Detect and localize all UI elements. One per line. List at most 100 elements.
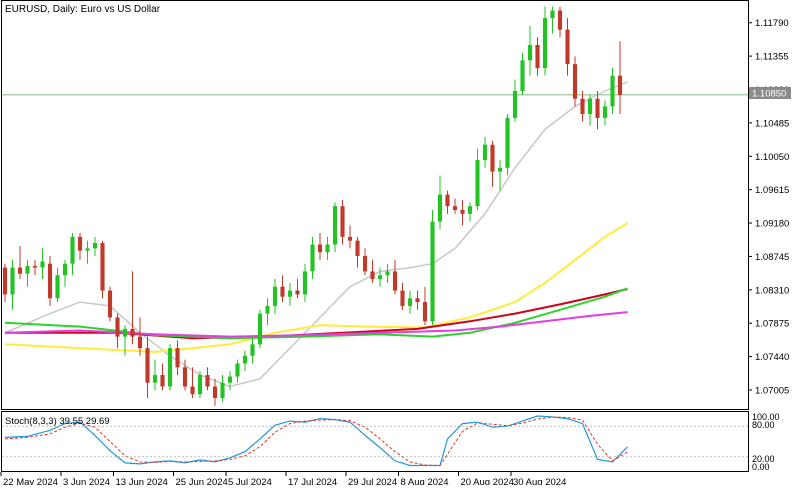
candle-body[interactable] [287, 290, 293, 297]
candle-body[interactable] [347, 236, 353, 241]
price-scale-label: 1.11355 [755, 52, 789, 63]
candle-body[interactable] [482, 144, 488, 161]
candle-body[interactable] [220, 382, 225, 399]
candle-body[interactable] [100, 242, 105, 291]
candle-body[interactable] [392, 271, 398, 291]
candle-body[interactable] [505, 117, 510, 168]
candle-body[interactable] [565, 29, 570, 65]
candle-body[interactable] [205, 374, 210, 387]
candle-body[interactable] [272, 286, 278, 306]
time-axis-label: 17 Jul 2024 [288, 477, 337, 485]
candle-body[interactable] [265, 305, 270, 314]
candle-body[interactable] [152, 374, 158, 383]
candle-body[interactable] [115, 317, 120, 337]
candle-body[interactable] [190, 386, 195, 395]
candle-body[interactable] [415, 298, 420, 303]
candle-body[interactable] [295, 290, 300, 295]
candle-body[interactable] [70, 236, 75, 264]
candle-body[interactable] [280, 286, 285, 297]
candle-body[interactable] [422, 302, 428, 322]
candle-body[interactable] [130, 328, 135, 337]
candle-body[interactable] [2, 267, 8, 295]
candle-body[interactable] [512, 91, 518, 118]
candle-body[interactable] [340, 206, 345, 237]
candle-body[interactable] [385, 271, 390, 276]
current-price-badge: 1.10850 [749, 87, 791, 100]
moving-average-line [4, 311, 628, 338]
candle-body[interactable] [452, 206, 458, 210]
candle-body[interactable] [460, 209, 465, 214]
candle-body[interactable] [242, 355, 248, 364]
candle-body[interactable] [257, 313, 263, 345]
candle-body[interactable] [557, 10, 563, 30]
candle-body[interactable] [175, 348, 180, 368]
candle-body[interactable] [212, 386, 218, 399]
candle-body[interactable] [377, 275, 383, 280]
candle-body[interactable] [437, 194, 443, 222]
stochastic-levels [2, 425, 748, 458]
stoch-pane-frame [1, 411, 749, 472]
candle-body[interactable] [430, 221, 435, 322]
candle-body[interactable] [370, 271, 375, 280]
candle-body[interactable] [602, 106, 608, 118]
candle-body[interactable] [475, 160, 480, 207]
candle-body[interactable] [62, 263, 68, 276]
candles[interactable] [2, 6, 623, 406]
candle-body[interactable] [407, 298, 413, 306]
candle-body[interactable] [167, 348, 173, 387]
candle-body[interactable] [122, 328, 128, 337]
candle-body[interactable] [32, 266, 38, 268]
stoch-signal-line [4, 416, 628, 467]
candle-body[interactable] [317, 244, 323, 253]
candle-body[interactable] [542, 18, 548, 69]
candle-body[interactable] [85, 248, 90, 251]
candle-body[interactable] [445, 194, 450, 207]
candle-body[interactable] [332, 206, 338, 245]
candle-body[interactable] [25, 266, 30, 274]
candle-body[interactable] [535, 44, 540, 69]
candle-body[interactable] [310, 244, 315, 272]
candle-body[interactable] [77, 236, 83, 251]
candle-body[interactable] [302, 271, 308, 295]
candle-body[interactable] [550, 10, 555, 19]
candle-body[interactable] [250, 344, 255, 356]
candle-body[interactable] [355, 240, 360, 257]
candle-body[interactable] [490, 144, 495, 172]
candle-body[interactable] [580, 98, 585, 115]
candle-body[interactable] [107, 290, 113, 318]
candle-body[interactable] [362, 256, 368, 272]
candle-body[interactable] [227, 376, 233, 383]
candle-body[interactable] [617, 75, 623, 95]
candle-body[interactable] [610, 75, 615, 107]
candle-body[interactable] [55, 275, 60, 299]
candle-body[interactable] [587, 98, 593, 115]
candle-body[interactable] [197, 374, 203, 395]
candle-body[interactable] [160, 374, 165, 387]
stoch-scale: 100.00 80.00 20.00 0.00 [752, 412, 780, 472]
candle-body[interactable] [497, 167, 503, 172]
time-axis-label: 13 Jun 2024 [116, 477, 168, 485]
candle-body[interactable] [520, 60, 525, 92]
time-axis-label: 30 Aug 2024 [513, 477, 566, 485]
candle-body[interactable] [400, 290, 405, 306]
candle-body[interactable] [47, 263, 53, 299]
candle-body[interactable] [235, 363, 240, 377]
price-scale-label: 1.09615 [755, 185, 789, 196]
candle-body[interactable] [17, 267, 23, 274]
time-axis[interactable]: 22 May 2024 3 Jun 2024 13 Jun 2024 25 Jun 2… [0, 472, 566, 488]
candle-body[interactable] [92, 242, 98, 249]
candle-body[interactable] [10, 267, 15, 295]
candle-body[interactable] [182, 367, 188, 387]
candle-body[interactable] [527, 44, 533, 61]
candle-body[interactable] [137, 336, 143, 349]
candle-body[interactable] [325, 244, 330, 253]
candle-body[interactable] [572, 64, 578, 99]
candle-body[interactable] [40, 261, 45, 268]
candle-body[interactable] [145, 348, 150, 383]
candle-body[interactable] [467, 206, 473, 214]
stoch-main-line [4, 415, 628, 467]
candle-body[interactable] [595, 98, 600, 118]
